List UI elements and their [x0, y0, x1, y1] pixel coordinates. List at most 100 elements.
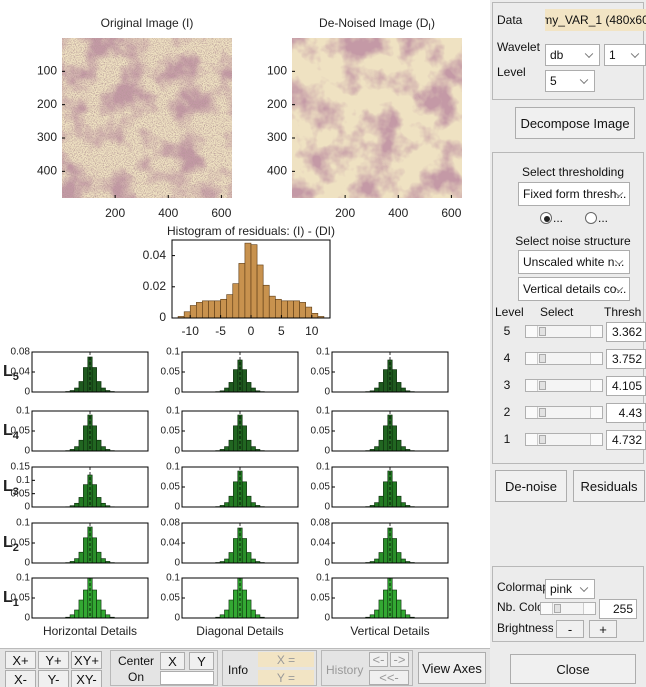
x-field: X =	[258, 652, 314, 667]
button[interactable]: Residuals	[573, 470, 645, 502]
history-button[interactable]: ->	[390, 652, 409, 667]
detail-bar	[400, 502, 406, 508]
x-tick-label: 600	[441, 206, 461, 220]
y-tick-label: 0.04	[11, 367, 31, 378]
button[interactable]: X	[160, 652, 185, 670]
y-tick-label: 0.05	[161, 593, 181, 604]
button[interactable]: +	[589, 620, 617, 638]
level-label: L4	[3, 422, 20, 442]
detail-bar	[228, 495, 234, 508]
histogram-bar	[311, 313, 319, 319]
label: Colormap	[497, 580, 547, 594]
detail-bar	[83, 484, 89, 508]
button[interactable]: De-noise	[495, 470, 567, 502]
histogram-frame	[171, 239, 331, 319]
slider-part	[526, 434, 538, 445]
y-tick-label: 0.04	[311, 538, 331, 549]
detail-bar	[246, 495, 252, 508]
noise-structure[interactable]: Unscaled white n...	[518, 250, 630, 274]
history-button[interactable]: <<-	[369, 670, 409, 685]
level-number: 5	[13, 371, 19, 383]
detail-bar	[241, 425, 247, 452]
slider[interactable]	[525, 433, 603, 446]
histogram-bar	[244, 242, 252, 319]
slider[interactable]	[540, 602, 596, 615]
panel-frame	[181, 522, 299, 564]
zoom-button[interactable]: XY-	[71, 670, 102, 687]
detail-bar	[228, 382, 234, 393]
panel-frame	[331, 466, 449, 508]
slider-part	[590, 407, 602, 418]
panel-frame	[181, 577, 299, 619]
threshold-value[interactable]: 3.362	[606, 322, 646, 342]
y-tick-label: 0.1	[16, 406, 30, 417]
slider-part	[590, 353, 602, 364]
detail-bar	[91, 589, 97, 619]
header: Select	[540, 305, 574, 319]
wavelet-family[interactable]: db	[545, 44, 600, 66]
panel-frame	[31, 351, 149, 393]
detail-bar	[383, 425, 389, 452]
y-tick-label: 0.1	[16, 518, 30, 529]
y-tick-label: 0.1	[316, 347, 330, 358]
panel-frame	[222, 650, 317, 686]
slider[interactable]	[525, 379, 603, 392]
detail-bar	[78, 497, 84, 508]
slider[interactable]	[525, 325, 603, 338]
label: Nb. Colors	[497, 600, 547, 614]
zoom-button[interactable]: XY+	[71, 651, 102, 669]
wavelet-number[interactable]: 1	[604, 44, 646, 66]
level-number: 2	[13, 542, 19, 554]
threshold-method[interactable]: Fixed form thresh...	[518, 182, 630, 206]
header: Level	[495, 305, 524, 319]
y-tick-label: 0	[174, 446, 180, 457]
zoom-button[interactable]: X-	[5, 670, 36, 687]
detail-bar	[378, 599, 384, 619]
y-tick-label: 0.05	[11, 593, 31, 604]
threshold-value[interactable]: 4.43	[606, 403, 646, 423]
zoom-button[interactable]: X+	[5, 651, 36, 669]
button[interactable]: Y	[189, 652, 214, 670]
button[interactable]: View Axes	[418, 652, 486, 684]
details-choice[interactable]: Vertical details co...	[518, 277, 630, 301]
radio[interactable]	[585, 212, 597, 224]
level-label: L3	[3, 478, 19, 498]
detail-bar	[250, 609, 256, 619]
y-tick-label: 0.05	[11, 426, 31, 437]
slider[interactable]	[525, 352, 603, 365]
detail-bar	[374, 502, 380, 508]
button[interactable]: Close	[510, 654, 636, 684]
threshold-value[interactable]: 3.752	[606, 349, 646, 369]
y-tick-label: 0	[174, 558, 180, 569]
zoom-button[interactable]: Y-	[38, 670, 69, 687]
x-tick-label: 200	[105, 206, 125, 220]
threshold-value[interactable]: 4.105	[606, 376, 646, 396]
detail-bar	[100, 502, 106, 508]
threshold-value[interactable]: 4.732	[606, 430, 646, 450]
level-label: L1	[3, 589, 19, 609]
detail-bar	[91, 537, 97, 564]
slider[interactable]	[525, 406, 603, 419]
zoom-button[interactable]: Y+	[38, 651, 69, 669]
detail-bar	[78, 381, 84, 393]
button[interactable]: -	[556, 620, 584, 638]
detail-bar	[400, 558, 406, 564]
detail-bar	[383, 481, 389, 508]
y-tick-label: 0.05	[161, 482, 181, 493]
histogram-bar	[281, 300, 288, 319]
detail-bar	[100, 558, 106, 564]
nb-colors-value[interactable]: 255	[599, 599, 637, 619]
colormap-select[interactable]: pink	[545, 579, 595, 599]
button[interactable]: Decompose Image	[515, 107, 635, 139]
detail-bar	[250, 558, 256, 564]
detail-bar	[100, 609, 106, 619]
detail-bar	[246, 439, 252, 452]
radio[interactable]	[540, 212, 552, 224]
slider-part	[590, 434, 602, 445]
label: On	[127, 670, 144, 684]
level-select[interactable]: 5	[545, 70, 595, 92]
slider-part	[539, 381, 546, 390]
detail-bar	[228, 599, 234, 619]
column-label: Diagonal Details	[196, 624, 283, 638]
history-button[interactable]: <-	[369, 652, 388, 667]
